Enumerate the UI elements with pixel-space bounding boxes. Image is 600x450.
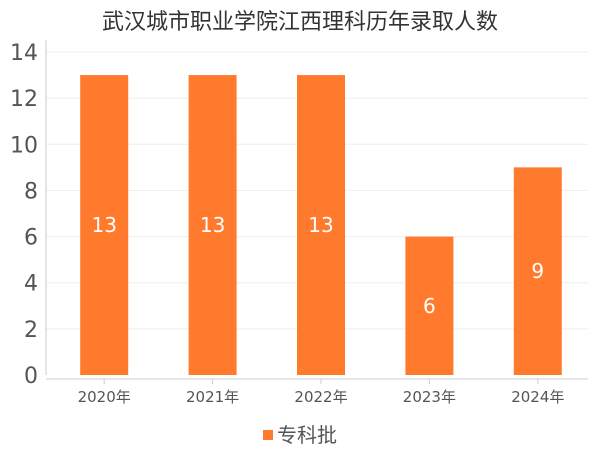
bar (188, 75, 237, 376)
x-tick-label: 2024年 (511, 388, 564, 406)
data-label: 6 (423, 294, 436, 318)
legend-swatch (263, 429, 273, 440)
data-label: 13 (200, 213, 225, 237)
y-tick-label: 10 (10, 133, 38, 158)
y-tick-label: 8 (24, 179, 38, 204)
x-tick-label: 2023年 (403, 388, 456, 406)
y-tick-label: 0 (24, 364, 38, 389)
x-tick-label: 2020年 (78, 388, 131, 406)
y-tick-label: 4 (24, 272, 38, 297)
y-tick-label: 14 (10, 41, 38, 66)
chart-title: 武汉城市职业学院江西理科历年录取人数 (101, 10, 498, 35)
legend[interactable]: 专科批 (0, 419, 600, 448)
x-tick-label: 2021年 (186, 388, 239, 406)
axes: 0 2 4 6 8 10 12 14 2020年 2021年 2022年 2023年 2024年 (10, 40, 588, 406)
bar (80, 75, 129, 376)
bar (297, 75, 345, 376)
legend-label: 专科批 (277, 423, 337, 447)
data-label: 9 (531, 259, 544, 283)
y-tick-label: 2 (24, 318, 38, 343)
bar (513, 167, 562, 375)
x-tick-label: 2022年 (294, 388, 347, 406)
y-tick-label: 6 (24, 226, 38, 251)
bars (80, 75, 562, 376)
data-label: 13 (91, 213, 116, 237)
data-labels: 13 13 13 6 9 (91, 213, 544, 318)
data-label: 13 (308, 213, 333, 237)
bar (405, 236, 454, 375)
y-tick-label: 12 (10, 87, 38, 112)
